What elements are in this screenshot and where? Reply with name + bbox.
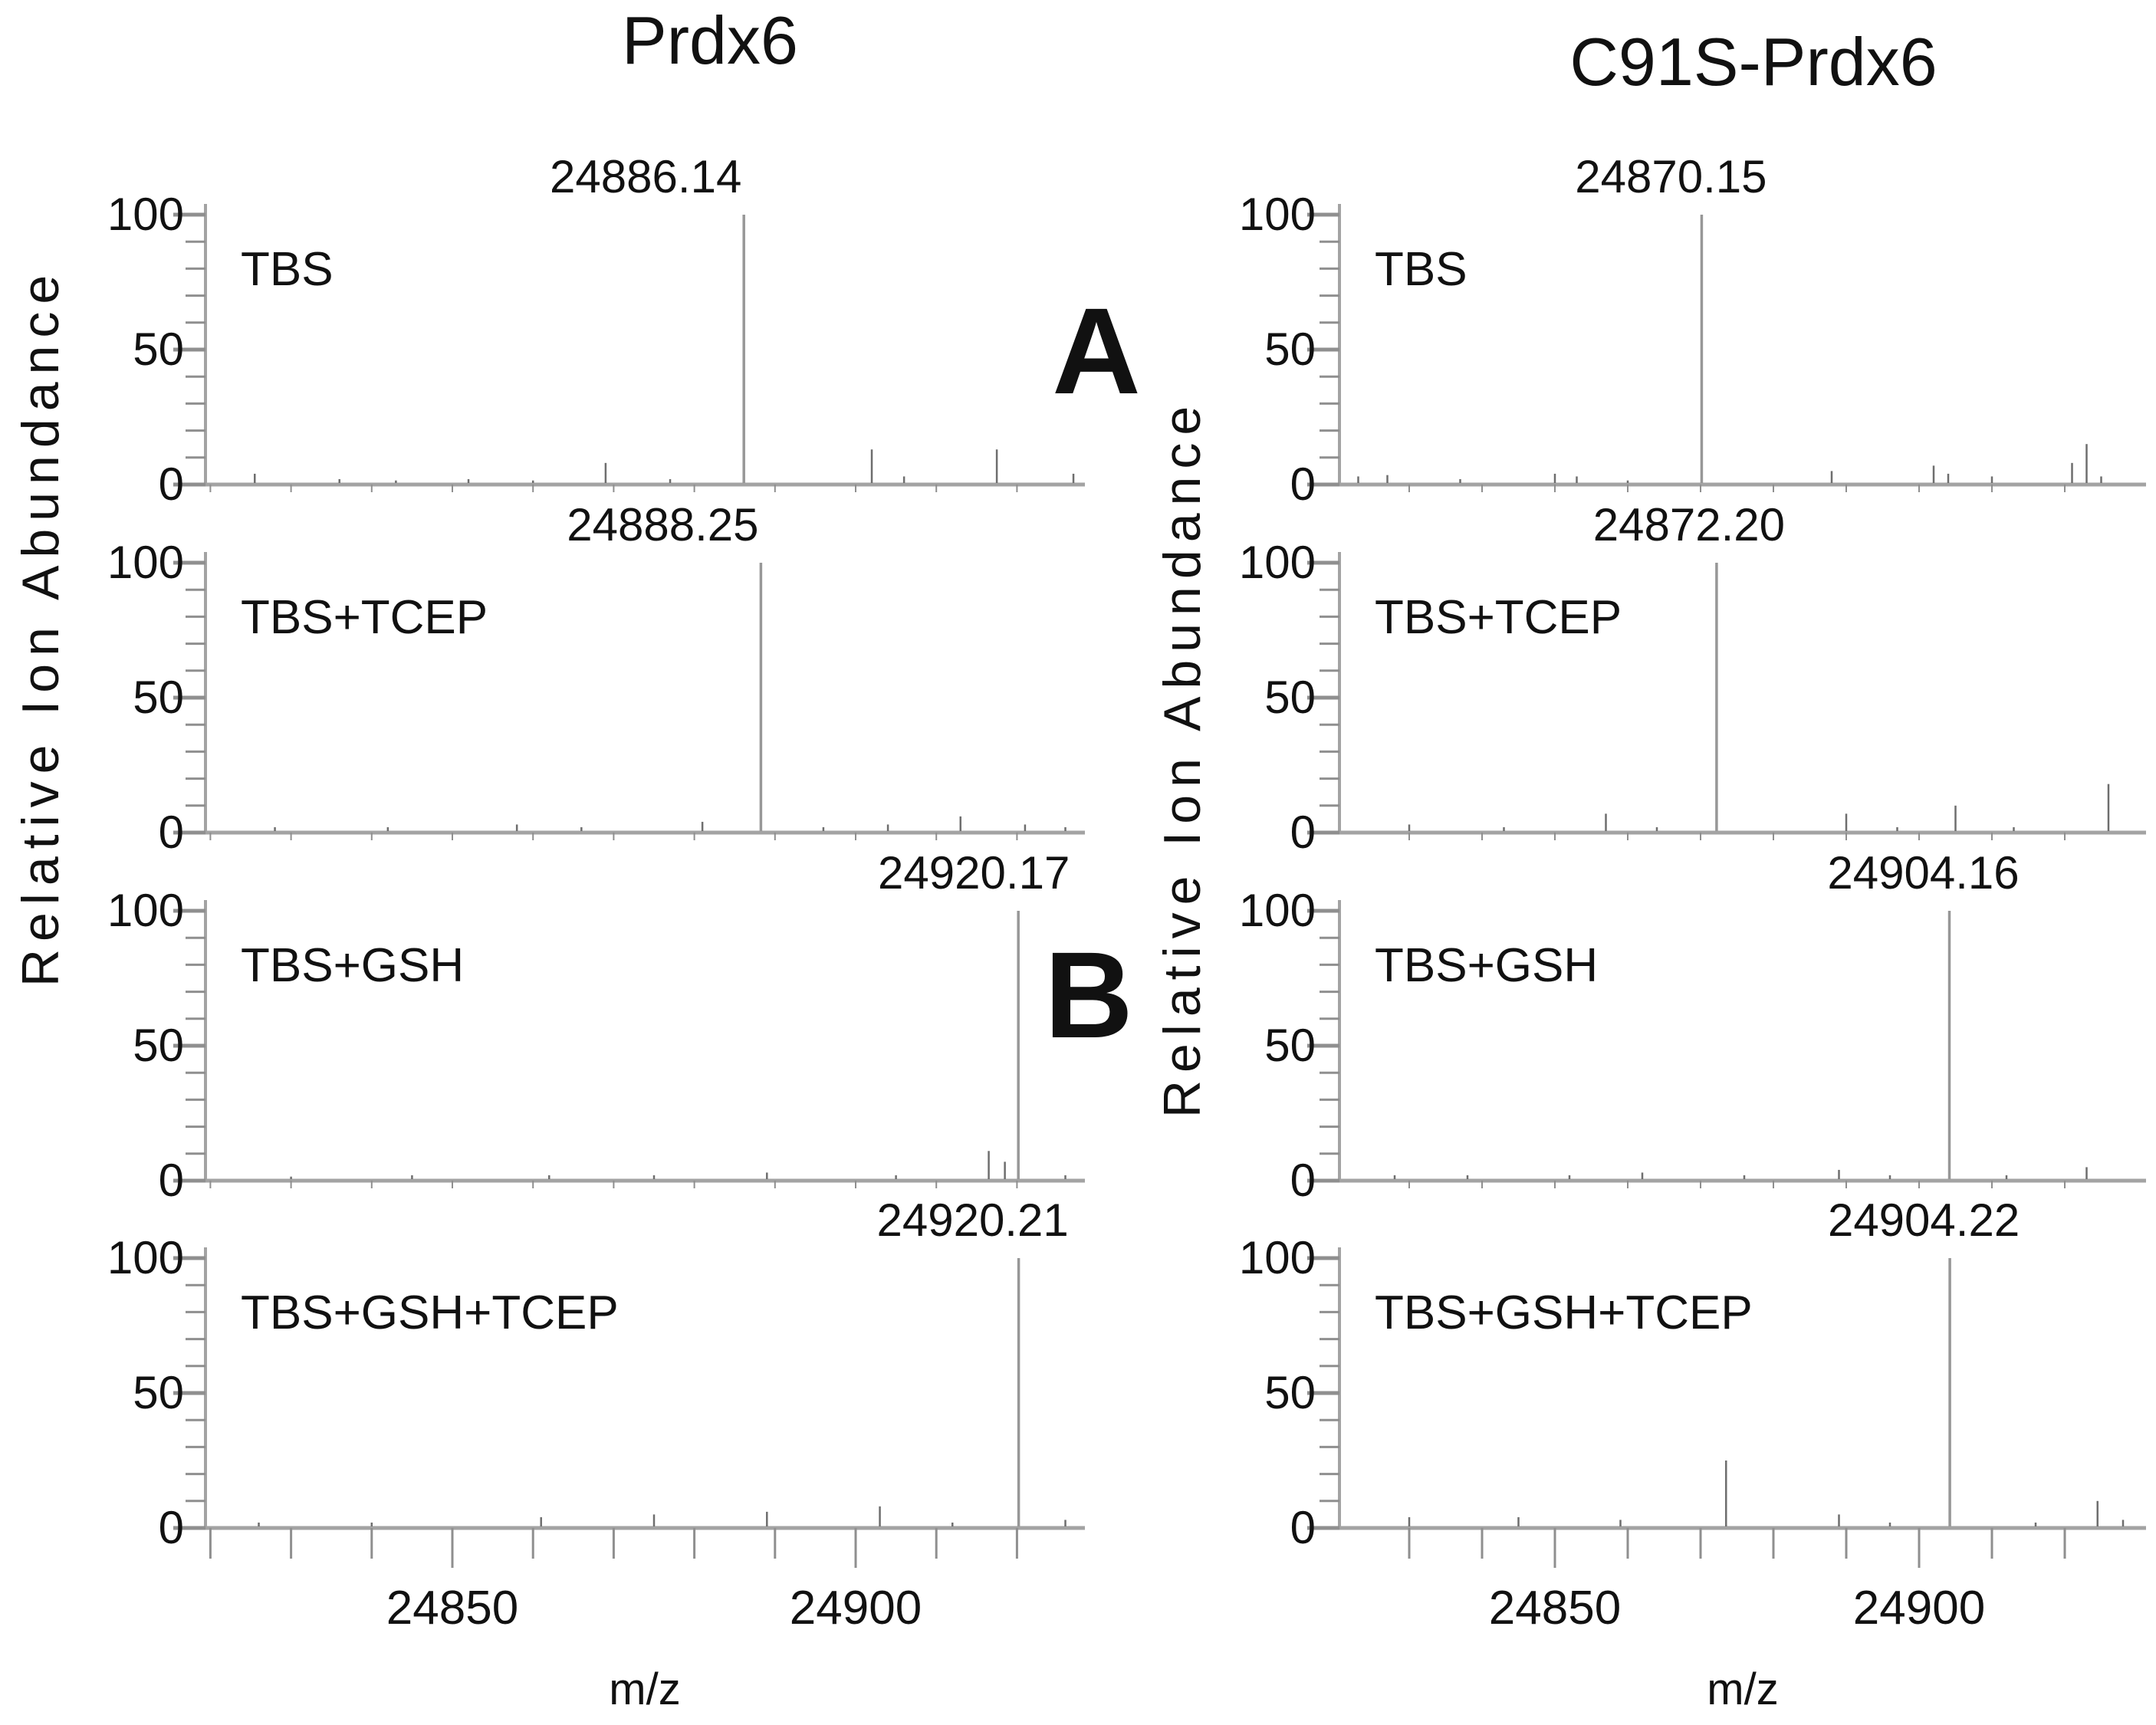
condition-label: TBS+TCEP (1375, 591, 1622, 644)
condition-label: TBS+GSH (241, 939, 465, 992)
y-tick-label: 0 (158, 807, 184, 858)
y-tick-label: 100 (1238, 885, 1316, 936)
y-tick-label: 50 (1264, 672, 1316, 723)
y-tick-label: 100 (107, 537, 184, 588)
condition-label: TBS (241, 243, 334, 296)
y-tick-label: 50 (133, 1020, 184, 1071)
y-tick-label: 0 (1290, 807, 1316, 858)
y-tick-label: 50 (133, 672, 184, 723)
y-tick-label: 50 (133, 324, 184, 375)
y-tick-label: 0 (158, 1155, 184, 1206)
y-tick-label: 0 (158, 1502, 184, 1553)
x-tick-label: 24900 (1852, 1582, 1986, 1635)
y-tick-label: 50 (1264, 324, 1316, 375)
y-tick-label: 100 (1238, 1232, 1316, 1283)
peak-mz-label: 24904.16 (1827, 847, 2020, 899)
column-title-prdx6: Prdx6 (622, 2, 798, 78)
y-tick-label: 0 (1290, 458, 1316, 510)
x-tick-label: 24850 (386, 1582, 519, 1635)
peak-mz-label: 24888.25 (567, 499, 759, 550)
condition-label: TBS+GSH+TCEP (241, 1286, 619, 1339)
peak-mz-label: 24904.22 (1827, 1194, 2020, 1246)
x-axis-label-left: m/z (609, 1664, 681, 1714)
condition-label: TBS+TCEP (241, 591, 488, 644)
y-tick-label: 50 (133, 1367, 184, 1418)
peak-mz-label: 24870.15 (1575, 151, 1767, 202)
peak-mz-label: 24920.21 (876, 1194, 1069, 1246)
y-tick-label: 0 (158, 458, 184, 510)
condition-label: TBS+GSH+TCEP (1375, 1286, 1753, 1339)
y-tick-label: 100 (1238, 537, 1316, 588)
panel-label-b: B (1044, 926, 1133, 1063)
y-tick-label: 0 (1290, 1155, 1316, 1206)
y-tick-label: 50 (1264, 1020, 1316, 1071)
y-tick-label: 100 (107, 1232, 184, 1283)
x-tick-label: 24900 (789, 1582, 922, 1635)
y-tick-label: 50 (1264, 1367, 1316, 1418)
y-tick-label: 100 (107, 885, 184, 936)
y-tick-label: 100 (1238, 189, 1316, 240)
column-title-c91s-prdx6: C91S-Prdx6 (1569, 24, 1937, 100)
panel-label-a: A (1052, 282, 1141, 419)
condition-label: TBS+GSH (1375, 939, 1599, 992)
y-tick-label: 0 (1290, 1502, 1316, 1553)
peak-mz-label: 24920.17 (878, 847, 1070, 899)
condition-label: TBS (1375, 243, 1467, 296)
x-tick-label: 24850 (1488, 1582, 1622, 1635)
x-axis-label-right: m/z (1707, 1664, 1779, 1714)
y-tick-label: 100 (107, 189, 184, 240)
peak-mz-label: 24872.20 (1592, 499, 1786, 550)
peak-mz-label: 24886.14 (550, 151, 742, 202)
